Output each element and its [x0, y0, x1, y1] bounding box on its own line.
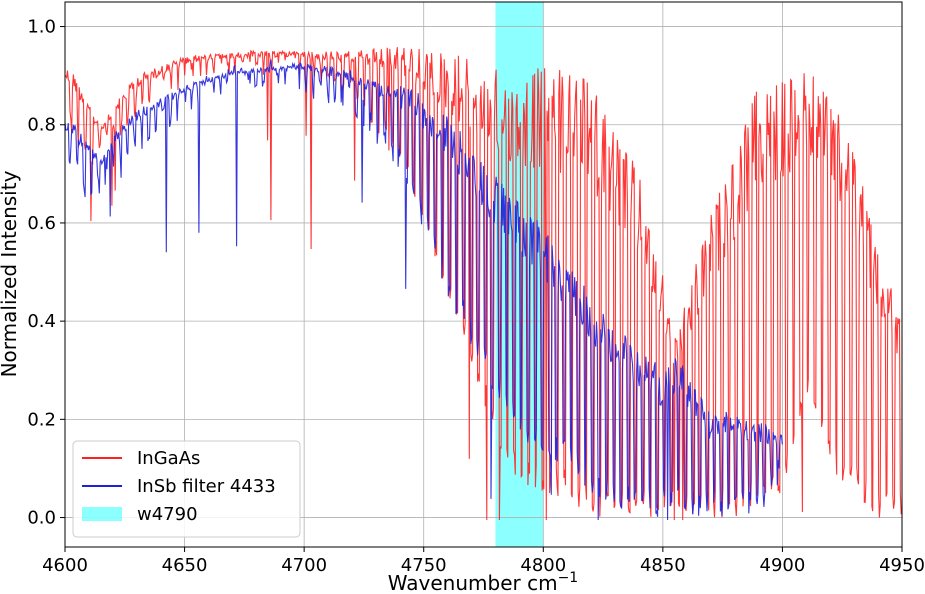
legend: InGaAs InSb filter 4433 w4790 [72, 440, 301, 538]
legend-label-ingaas: InGaAs [137, 448, 200, 469]
y-tick-label: 0.6 [27, 213, 56, 234]
y-tick-label: 1.0 [27, 17, 56, 38]
x-tick-label: 4700 [281, 555, 327, 576]
x-tick-label: 4800 [520, 555, 566, 576]
legend-swatch-w4790 [82, 507, 122, 521]
legend-label-insb: InSb filter 4433 [137, 476, 276, 497]
y-tick-label: 0.0 [27, 508, 56, 529]
y-axis-title: Normalized Intensity [0, 170, 21, 377]
plot-frame [64, 1, 903, 548]
x-tick-label: 4650 [162, 555, 208, 576]
legend-label-w4790: w4790 [137, 504, 198, 525]
y-tick-label: 0.2 [27, 409, 56, 430]
y-tick-label: 0.4 [27, 311, 56, 332]
x-tick-label: 4900 [760, 555, 806, 576]
ticks: 4600 4650 4700 4750 4800 4850 4900 4950 0.0 0.2 0.… [27, 17, 925, 576]
x-tick-label: 4600 [42, 555, 88, 576]
y-tick-label: 0.8 [27, 115, 56, 136]
x-axis-title-sup: −1 [558, 570, 579, 586]
series-layer [65, 47, 902, 521]
x-tick-label: 4750 [401, 555, 447, 576]
series-line-insb [65, 58, 783, 521]
x-axis-title: Wavenumber cm−1 [388, 570, 578, 594]
legend-box [72, 440, 301, 538]
x-tick-label: 4950 [879, 555, 925, 576]
series-line-ingaas [65, 47, 902, 521]
x-tick-label: 4850 [640, 555, 686, 576]
